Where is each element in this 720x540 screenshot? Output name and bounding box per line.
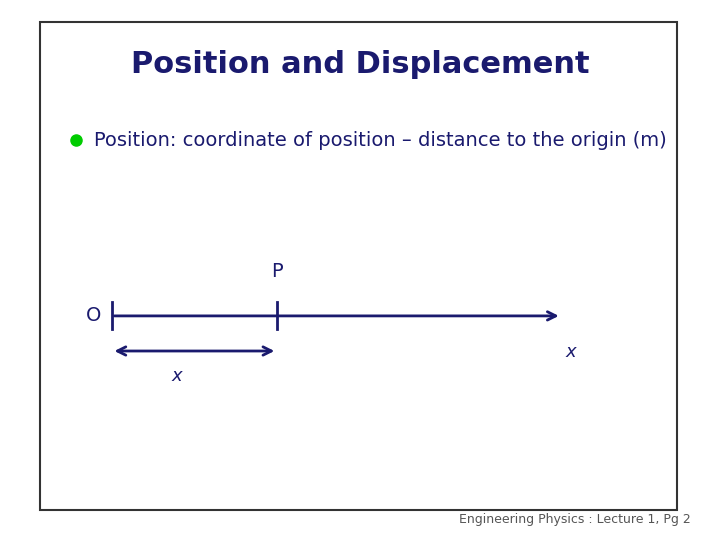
Text: Position and Displacement: Position and Displacement bbox=[131, 50, 589, 79]
Bar bbox=[40, 22, 677, 510]
Text: O: O bbox=[86, 306, 101, 326]
Text: P: P bbox=[271, 262, 283, 281]
Text: x: x bbox=[565, 343, 576, 361]
Text: Engineering Physics : Lecture 1, Pg 2: Engineering Physics : Lecture 1, Pg 2 bbox=[459, 514, 691, 526]
Text: Position: coordinate of position – distance to the origin (m): Position: coordinate of position – dista… bbox=[94, 131, 666, 150]
Text: x: x bbox=[171, 367, 181, 385]
